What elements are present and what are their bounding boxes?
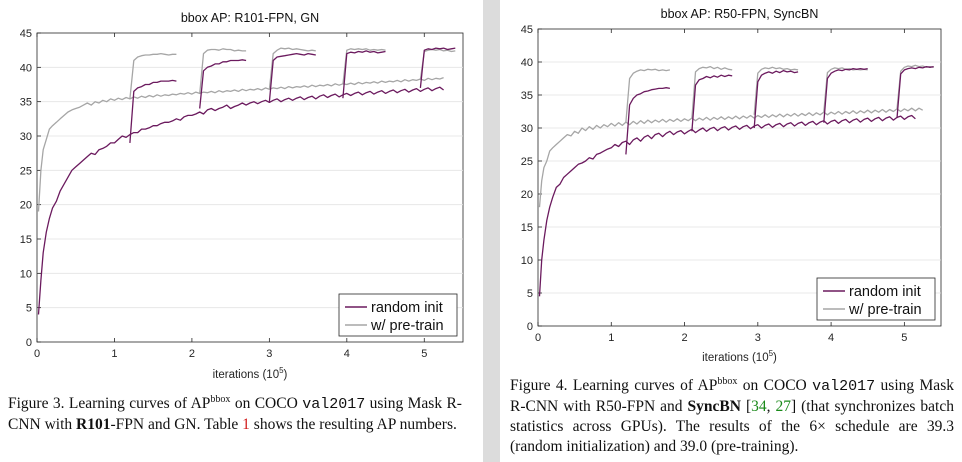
- caption-text: using Mask R-CNN with R50-FPN and: [510, 377, 954, 415]
- series-line-random-init: [37, 86, 444, 315]
- y-tick-label: 30: [20, 131, 32, 143]
- x-tick-label: 4: [344, 348, 350, 360]
- chart-title: bbox AP: R101-FPN, GN: [181, 11, 319, 25]
- x-axis-label: iterations (105): [213, 366, 288, 381]
- x-tick-label: 4: [828, 332, 834, 344]
- legend-label: w/ pre-train: [848, 302, 922, 318]
- caption-text: [: [740, 398, 752, 415]
- schedule-branch-line-pre-train: [129, 52, 177, 99]
- plot-area-frame: [36, 32, 464, 343]
- y-tick-label: 5: [527, 288, 533, 300]
- y-tick-label: 40: [521, 57, 533, 69]
- chart-title: bbox AP: R50-FPN, SyncBN: [661, 7, 819, 21]
- x-tick-label: 0: [535, 332, 541, 344]
- schedule-branch-line-random-init: [129, 79, 177, 143]
- x-tick-label: 3: [755, 332, 761, 344]
- y-tick-label: 25: [521, 156, 533, 168]
- caption-text: using Mask R-CNN with: [8, 395, 462, 433]
- caption-text: on COCO: [230, 395, 303, 412]
- x-tick-label: 5: [901, 332, 907, 344]
- y-tick-label: 10: [20, 268, 32, 280]
- figure-3-chart: bbox AP: R101-FPN, GN0510152025303540450…: [20, 11, 464, 381]
- caption-text: -FPN and GN. Table: [110, 416, 243, 433]
- plot-area-frame: [537, 28, 942, 327]
- schedule-branch-line-pre-train: [199, 48, 247, 95]
- y-tick-label: 15: [20, 234, 32, 246]
- caption-text: ,: [766, 398, 776, 415]
- legend-label: random init: [849, 284, 921, 300]
- caption-superscript: bbox: [210, 393, 231, 405]
- y-tick-label: 20: [20, 200, 32, 212]
- series-line-pre-train: [538, 107, 924, 208]
- schedule-branch-line-random-init: [342, 50, 386, 99]
- x-axis-label: iterations (105): [702, 349, 777, 364]
- schedule-branch-line-pre-train: [691, 65, 733, 119]
- y-tick-label: 25: [20, 165, 32, 177]
- schedule-branch-line-random-init: [896, 65, 934, 119]
- figure-4-caption: Figure 4. Learning curves of APbbox on C…: [510, 376, 954, 457]
- caption-text: on COCO: [737, 377, 813, 394]
- y-tick-label: 35: [521, 90, 533, 102]
- schedule-branch-line-pre-train: [625, 68, 671, 123]
- caption-bold: R101: [76, 416, 111, 433]
- y-tick-label: 20: [521, 189, 533, 201]
- figure-4-panel: bbox AP: R50-FPN, SyncBN 0 5 10 15 20 25 30 35 40…: [500, 0, 962, 462]
- legend-box: [338, 293, 458, 337]
- schedule-branch-line-pre-train: [753, 66, 799, 115]
- table-reference-link[interactable]: 1: [242, 416, 250, 433]
- schedule-branch-line-random-init: [625, 87, 671, 155]
- y-tick-label: 0: [26, 337, 32, 349]
- schedule-branch-line-random-init: [199, 59, 247, 109]
- caption-text: shows the resulting AP numbers.: [249, 416, 457, 433]
- caption-bold: SyncBN: [687, 398, 741, 415]
- y-tick-label: 30: [521, 123, 533, 135]
- y-tick-label: 45: [521, 24, 533, 36]
- schedule-branch-line-random-init: [419, 47, 456, 88]
- series-line-pre-train: [37, 76, 444, 212]
- citation-link[interactable]: 27: [775, 398, 791, 415]
- caption-code: val2017: [302, 396, 366, 413]
- schedule-branch-line-pre-train: [268, 47, 316, 90]
- legend-label: random init: [371, 300, 443, 316]
- series-line-random-init: [538, 114, 916, 297]
- y-tick-label: 15: [521, 222, 533, 234]
- x-tick-label: 2: [681, 332, 687, 344]
- y-tick-label: 5: [26, 303, 32, 315]
- x-tick-label: 1: [111, 348, 117, 360]
- legend-box: [816, 277, 936, 321]
- y-tick-label: 40: [20, 62, 32, 74]
- figure-4-chart: bbox AP: R50-FPN, SyncBN0510152025303540…: [521, 7, 942, 364]
- x-tick-label: 1: [608, 332, 614, 344]
- citation-link[interactable]: 34: [751, 398, 767, 415]
- legend-label: w/ pre-train: [370, 318, 444, 334]
- y-tick-label: 0: [527, 321, 533, 333]
- caption-text: ] (that synchronizes batch statistics ac…: [510, 398, 954, 455]
- caption-text: Figure 3. Learning curves of AP: [8, 395, 211, 412]
- schedule-branch-line-random-init: [691, 74, 733, 132]
- y-tick-label: 35: [20, 97, 32, 109]
- caption-code: val2017: [812, 378, 876, 395]
- x-tick-label: 5: [421, 348, 427, 360]
- y-tick-label: 45: [20, 28, 32, 40]
- schedule-branch-line-random-init: [268, 52, 316, 102]
- schedule-branch-line-pre-train: [342, 48, 386, 85]
- schedule-branch-line-random-init: [753, 69, 799, 129]
- figure-3-caption: Figure 3. Learning curves of APbbox on C…: [8, 394, 462, 435]
- x-tick-label: 3: [266, 348, 272, 360]
- caption-superscript: bbox: [717, 375, 738, 387]
- panel-divider: [483, 0, 500, 462]
- x-tick-label: 0: [34, 348, 40, 360]
- x-tick-label: 2: [189, 348, 195, 360]
- y-tick-label: 10: [521, 255, 533, 267]
- figure-3-panel: bbox AP: R101-FPN, GN 0 5 10 15 20 25 30 35 40 45 0…: [8, 11, 464, 435]
- caption-text: Figure 4. Learning curves of AP: [510, 377, 718, 394]
- schedule-branch-line-random-init: [823, 67, 868, 123]
- schedule-branch-line-pre-train: [419, 48, 456, 80]
